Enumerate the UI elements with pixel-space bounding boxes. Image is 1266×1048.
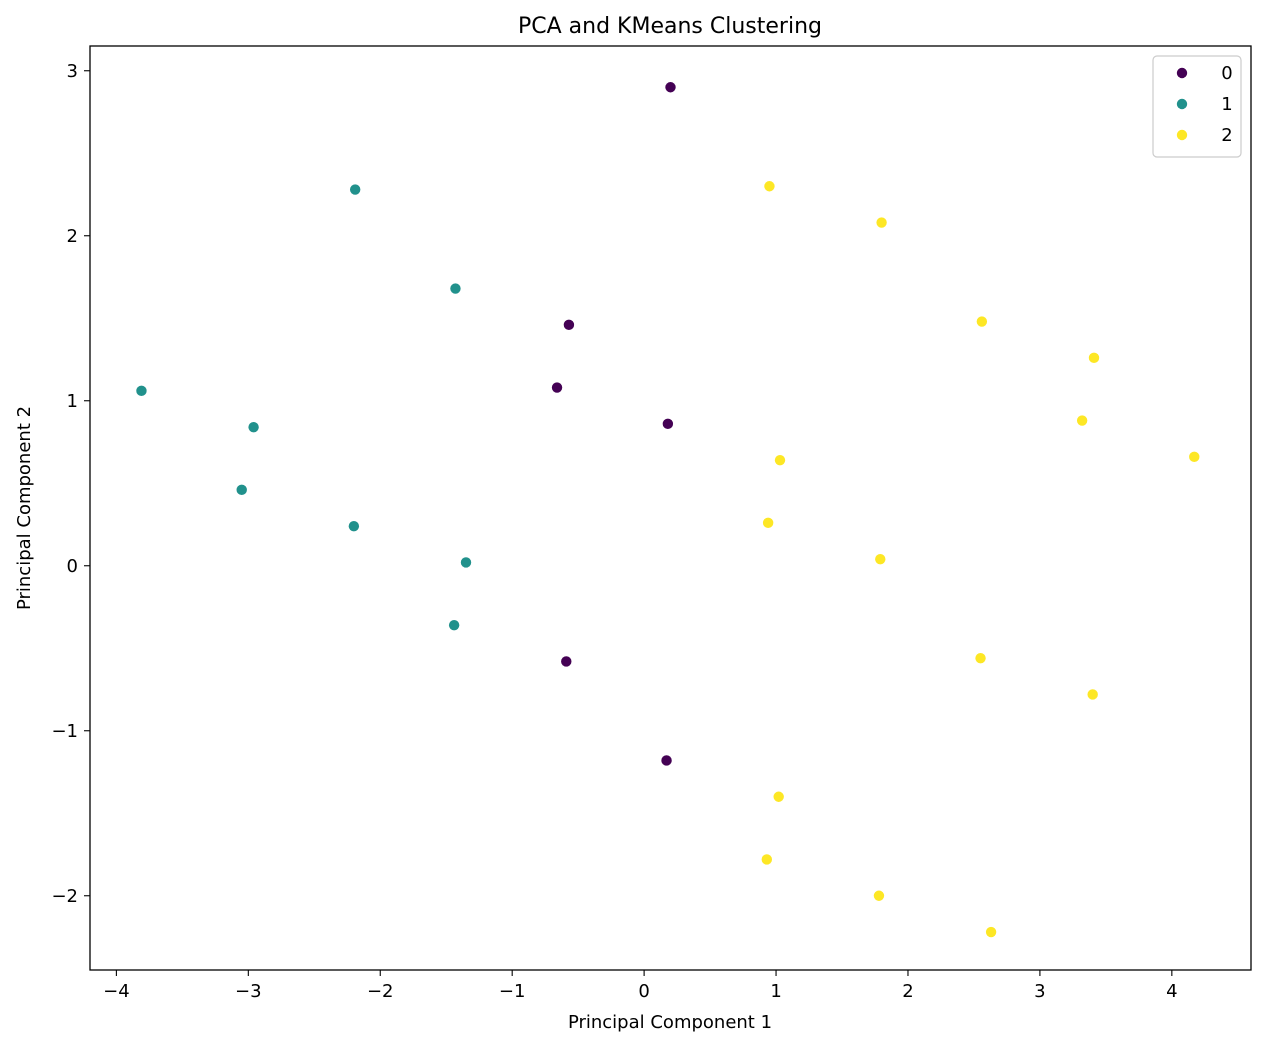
scatter-point-cluster-1 — [349, 184, 361, 195]
y-tick-label: 0 — [67, 556, 78, 577]
scatter-point-cluster-2 — [774, 454, 786, 466]
scatter-point-cluster-2 — [1076, 415, 1088, 426]
scatter-point-cluster-2 — [773, 791, 784, 802]
scatter-point-cluster-2 — [873, 890, 885, 901]
x-tick-label: −3 — [235, 981, 262, 1002]
x-tick-label: −1 — [499, 981, 526, 1002]
scatter-point-cluster-2 — [875, 553, 886, 565]
scatter-point-cluster-1 — [460, 557, 472, 568]
scatter-point-cluster-2 — [976, 316, 988, 327]
plot-frame — [89, 45, 1252, 971]
legend-marker — [1176, 67, 1188, 79]
x-tick-label: 0 — [638, 981, 649, 1002]
legend-label: 0 — [1221, 63, 1232, 84]
scatter-point-cluster-2 — [1087, 689, 1098, 700]
legend-marker — [1176, 129, 1188, 141]
scatter-point-cluster-2 — [761, 854, 773, 865]
x-tick-label: 1 — [770, 981, 781, 1002]
scatter-point-cluster-0 — [661, 755, 672, 766]
scatter-point-cluster-0 — [551, 382, 563, 393]
y-tick-label: −2 — [51, 886, 78, 907]
y-tick-label: 1 — [67, 391, 78, 412]
x-tick-label: −4 — [103, 981, 130, 1002]
x-tick-label: 3 — [1034, 981, 1045, 1002]
scatter-point-cluster-1 — [348, 520, 360, 532]
y-tick-label: −1 — [51, 721, 78, 742]
scatter-point-cluster-2 — [1088, 352, 1100, 364]
plot-area: −4 −3 −2 −1 0 1 2 3 4 −2 −1 0 1 2 3 — [51, 45, 1252, 1002]
scatter-point-cluster-0 — [561, 656, 572, 667]
scatter-point-cluster-0 — [662, 418, 674, 430]
x-tick-label: −2 — [367, 981, 394, 1002]
scatter-point-cluster-2 — [985, 926, 997, 938]
scatter-point-cluster-1 — [236, 484, 247, 496]
x-tick-label: 2 — [902, 981, 913, 1002]
y-tick-label: 2 — [67, 226, 78, 247]
legend: 0 1 2 — [1152, 55, 1242, 158]
legend-box — [1152, 55, 1242, 158]
scatter-point-cluster-2 — [764, 181, 775, 192]
scatter-point-cluster-0 — [563, 319, 575, 331]
scatter-point-cluster-1 — [450, 283, 461, 294]
legend-label: 2 — [1221, 125, 1232, 146]
x-axis-label: Principal Component 1 — [568, 1012, 772, 1033]
legend-label: 1 — [1221, 94, 1232, 115]
scatter-point-cluster-2 — [876, 217, 887, 228]
legend-marker — [1176, 98, 1188, 110]
scatter-point-cluster-1 — [136, 385, 147, 397]
y-tick-label: 3 — [67, 61, 78, 82]
scatter-point-cluster-1 — [248, 421, 259, 433]
chart-title: PCA and KMeans Clustering — [518, 14, 822, 39]
scatter-point-cluster-2 — [975, 652, 986, 664]
scatter-point-cluster-2 — [1189, 451, 1200, 463]
scatter-point-cluster-0 — [665, 82, 676, 93]
x-tick-label: 4 — [1166, 981, 1177, 1002]
y-axis-label: Principal Component 2 — [14, 406, 35, 610]
scatter-point-cluster-1 — [448, 619, 460, 631]
scatter-point-cluster-2 — [762, 517, 774, 529]
